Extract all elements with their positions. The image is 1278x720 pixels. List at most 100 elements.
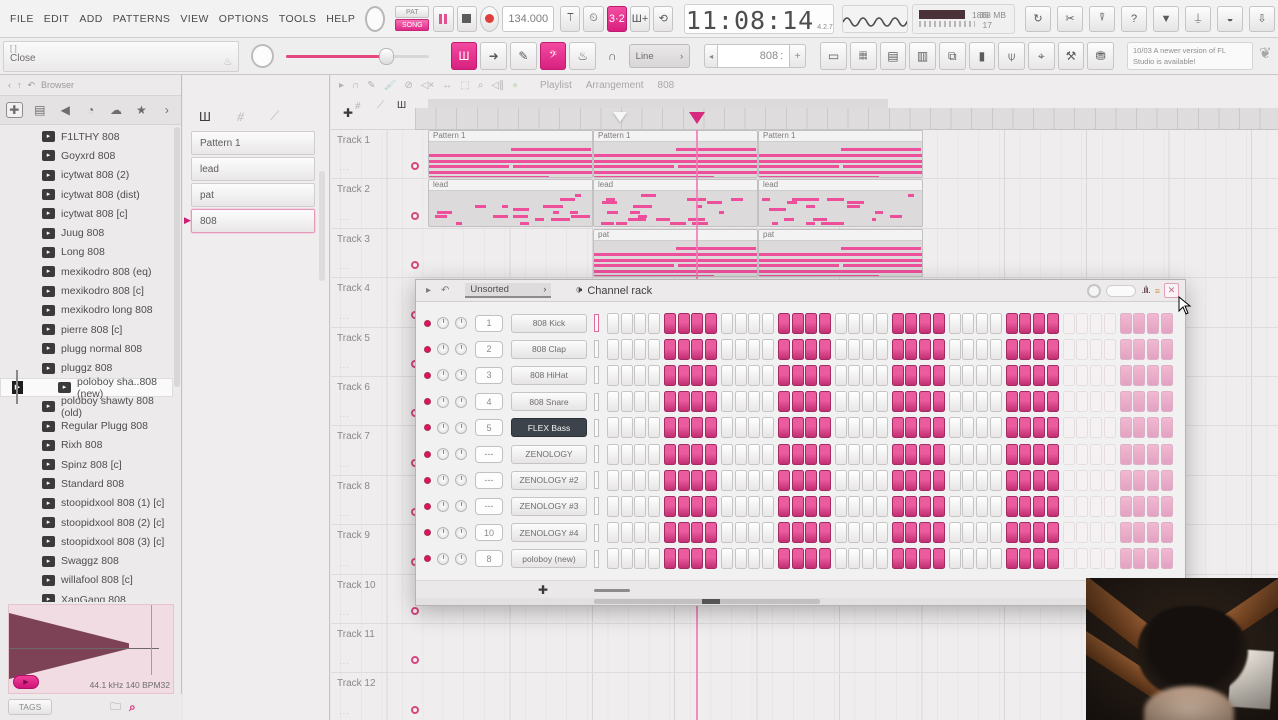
step-button[interactable] — [791, 548, 804, 570]
step-button[interactable] — [875, 417, 888, 439]
step-button[interactable] — [948, 338, 961, 360]
step-button[interactable] — [761, 417, 774, 439]
step-button[interactable] — [704, 417, 717, 439]
step-button[interactable] — [891, 364, 904, 386]
step-button[interactable] — [1019, 391, 1032, 413]
channel-volume-knob[interactable] — [455, 421, 467, 434]
pl-piano-icon[interactable]: Ш — [397, 100, 407, 111]
step-button[interactable] — [1005, 364, 1018, 386]
step-button[interactable] — [932, 364, 945, 386]
step-button[interactable] — [1005, 312, 1018, 334]
step-button[interactable] — [777, 548, 790, 570]
step-button[interactable] — [891, 522, 904, 544]
track-row[interactable]: Track 2 ··· — [331, 179, 1278, 229]
tab-cloud-icon[interactable]: ☁ — [110, 103, 122, 117]
step-button[interactable] — [761, 522, 774, 544]
record-button[interactable] — [479, 5, 500, 32]
channel-pan-knob[interactable] — [437, 552, 449, 565]
step-button[interactable] — [1032, 548, 1045, 570]
step-button[interactable] — [791, 391, 804, 413]
channel-volume-knob[interactable] — [455, 448, 467, 460]
step-button[interactable] — [607, 364, 619, 386]
main-volume-knob[interactable] — [251, 44, 275, 68]
step-button[interactable] — [704, 443, 717, 465]
step-button[interactable] — [875, 364, 888, 386]
step-button[interactable] — [962, 469, 975, 491]
step-button[interactable] — [677, 548, 690, 570]
step-button[interactable] — [607, 338, 619, 360]
channel-fader[interactable] — [594, 471, 599, 490]
track-row[interactable]: Track 10 ··· — [331, 575, 1278, 624]
step-button[interactable] — [989, 469, 1002, 491]
step-button[interactable] — [734, 443, 747, 465]
step-button[interactable] — [805, 391, 818, 413]
step-button[interactable] — [848, 338, 861, 360]
track-row[interactable]: Track 12 ··· — [331, 673, 1278, 720]
step-button[interactable] — [891, 312, 904, 334]
step-button[interactable] — [862, 443, 875, 465]
list-item[interactable]: ▸ icytwat 808 (2) — [0, 166, 173, 185]
channel-fader[interactable] — [594, 392, 599, 411]
step-edit-button[interactable]: Ш — [450, 42, 478, 70]
step-button[interactable] — [1005, 443, 1018, 465]
browser-scrollbar[interactable] — [174, 127, 180, 387]
pattern-automation-icon[interactable]: ⟋ — [270, 108, 280, 123]
step-button[interactable] — [620, 391, 633, 413]
step-button[interactable] — [976, 495, 988, 517]
pl-slip-icon[interactable]: ↔ — [442, 80, 453, 91]
step-button[interactable] — [691, 548, 704, 570]
step-button[interactable] — [691, 522, 704, 544]
add-channel-button[interactable]: ✚ — [538, 583, 549, 597]
step-button[interactable] — [818, 391, 831, 413]
step-button[interactable] — [1046, 443, 1059, 465]
list-item[interactable]: ▸ Spinz 808 [c] — [0, 455, 173, 474]
step-button[interactable] — [818, 312, 831, 334]
step-button[interactable] — [1019, 312, 1032, 334]
track-row[interactable]: Track 3 ··· — [331, 229, 1278, 279]
step-button[interactable] — [720, 417, 733, 439]
paint-button[interactable]: 𝄢 — [539, 42, 567, 70]
tempo-display[interactable]: 134.000 — [502, 5, 555, 32]
step-button[interactable] — [834, 312, 847, 334]
step-button[interactable] — [976, 312, 988, 334]
list-item[interactable]: ▸ stoopidxool 808 (1) [c] — [0, 494, 173, 513]
step-button[interactable] — [862, 548, 875, 570]
main-pitch-slider[interactable] — [286, 47, 429, 65]
step-button[interactable] — [932, 495, 945, 517]
step-button[interactable] — [748, 417, 761, 439]
pattern-selector[interactable]: ◂ 808: + — [704, 44, 807, 68]
step-button[interactable] — [691, 364, 704, 386]
step-button[interactable] — [634, 522, 647, 544]
step-button[interactable] — [932, 548, 945, 570]
step-button[interactable] — [1046, 312, 1059, 334]
channel-pan-knob[interactable] — [437, 343, 449, 356]
step-button[interactable] — [1005, 548, 1018, 570]
menu-item-edit[interactable]: EDIT — [43, 12, 70, 25]
clip-pattern-1[interactable]: Pattern 1 — [758, 130, 923, 178]
step-button[interactable] — [777, 469, 790, 491]
step-button[interactable] — [647, 495, 660, 517]
channel-pan-knob[interactable] — [437, 421, 449, 434]
step-button[interactable] — [834, 391, 847, 413]
list-item[interactable]: ▸ Goyxrd 808 — [0, 146, 173, 165]
channel-volume-knob[interactable] — [455, 552, 467, 565]
step-button[interactable] — [976, 548, 988, 570]
step-button[interactable] — [862, 364, 875, 386]
track-mute-led[interactable] — [411, 162, 419, 171]
step-button[interactable] — [962, 312, 975, 334]
search-icon[interactable]: ⌕ — [129, 699, 136, 714]
step-button[interactable] — [905, 495, 918, 517]
rack-speaker-icon[interactable]: 🕩 — [575, 284, 583, 296]
list-item[interactable]: ▸ icytwat 808 [c] — [0, 204, 173, 223]
channel-pan-knob[interactable] — [437, 317, 449, 329]
step-button[interactable] — [761, 391, 774, 413]
step-button[interactable] — [818, 338, 831, 360]
stop-button[interactable] — [456, 5, 477, 32]
step-button[interactable] — [620, 443, 633, 465]
track-mute-led[interactable] — [411, 656, 419, 665]
channel-volume-knob[interactable] — [455, 474, 467, 487]
channel-button-zenology-2[interactable]: ZENOLOGY #2 — [511, 470, 587, 490]
pl-select-icon[interactable]: ⬚ — [460, 80, 470, 91]
midi-icon[interactable]: ⍊ — [1185, 5, 1212, 32]
step-button[interactable] — [777, 522, 790, 544]
